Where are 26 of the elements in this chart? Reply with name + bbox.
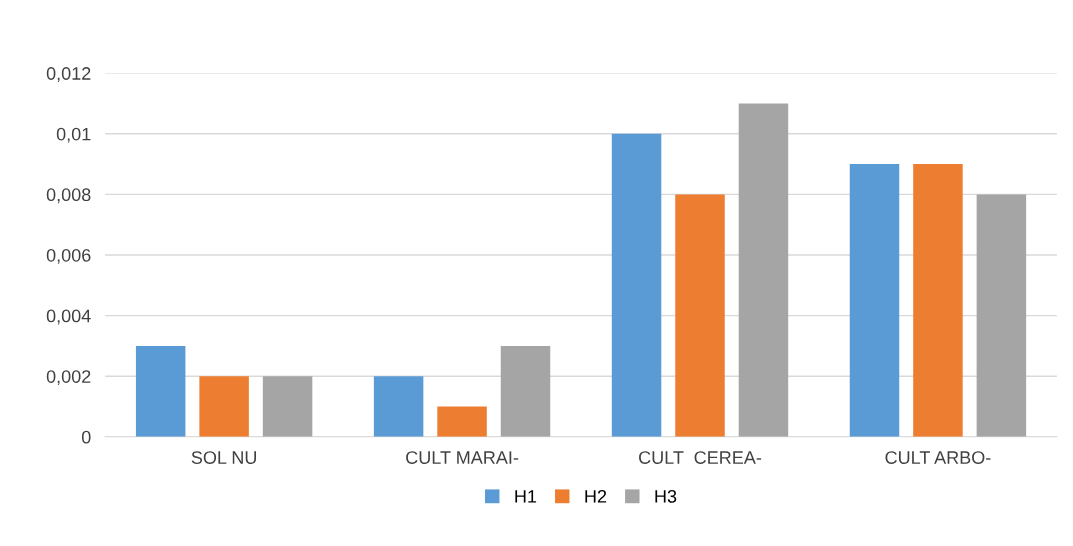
bar [500,345,551,437]
y-tick-label: 0,008 [46,188,91,204]
bar [913,164,963,437]
legend-label: H1 [515,490,537,503]
legend-label: H3 [655,489,677,503]
x-tick-label: CULT ARBO- [885,451,991,464]
bar [437,406,487,437]
bar [262,376,313,437]
bar [611,133,662,437]
bar [738,103,789,437]
legend-label: H2 [585,489,607,503]
y-tick-label: 0,01 [56,127,91,143]
y-tick-label: 0,004 [46,309,91,325]
bar [675,194,725,437]
bar [976,194,1027,437]
x-tick-label: CULT MARAI- [406,451,519,464]
x-tick-label: SOL NU [191,451,256,464]
y-tick-label: 0,002 [46,370,91,386]
x-tick-label: CULT CEREA- [639,451,762,464]
y-tick-label: 0,006 [46,248,91,264]
bar [373,376,424,437]
bar [849,164,900,437]
y-tick-label: 0 [81,430,91,444]
y-tick-label: 0,012 [46,67,91,83]
bar [199,376,249,437]
bar [135,345,186,437]
